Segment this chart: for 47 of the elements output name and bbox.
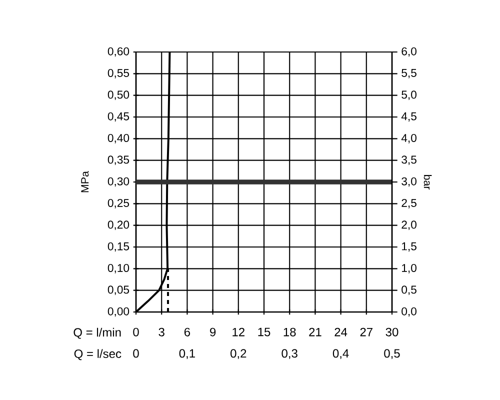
- y-tick-label: 0,40: [108, 134, 130, 144]
- y-tick-label: 0,15: [108, 242, 130, 252]
- y2-tick-label: 5,0: [402, 90, 416, 100]
- y-tick-label: 0,50: [108, 90, 130, 100]
- y2-tick-label: 2,0: [402, 220, 416, 230]
- y-tick-label: 0,55: [108, 68, 130, 78]
- x-tick-label: 12: [232, 328, 244, 336]
- x-tick-label: 15: [258, 328, 270, 336]
- y2-tick-label: 3,5: [402, 156, 416, 166]
- y2-tick-label: 2,5: [402, 198, 416, 208]
- y2-tick-label: 4,5: [401, 112, 416, 122]
- y-tick-label: 0,30: [108, 177, 130, 187]
- y-tick-label: 0,00: [108, 307, 130, 317]
- y2-tick-label: 3,0: [402, 177, 416, 187]
- x2-axis-title: Q = l/sec: [74, 349, 122, 360]
- x-tick-label: 30: [386, 328, 398, 336]
- x2-tick-label: 0,3: [282, 349, 298, 360]
- x2-tick-label: 0,2: [230, 349, 246, 360]
- y2-tick-label: 0,0: [402, 307, 416, 317]
- y-tick-label: 0,35: [108, 156, 130, 166]
- x2-tick-label: 0,1: [179, 349, 195, 360]
- y2-axis-title: bar: [424, 174, 432, 190]
- x-tick-label: 3: [158, 328, 164, 336]
- y2-tick-label: 1,0: [402, 264, 416, 274]
- y2-tick-label: 5,5: [402, 69, 416, 78]
- y-tick-label: 0,05: [108, 286, 130, 296]
- x-tick-label: 27: [360, 328, 372, 336]
- x-tick-label: 24: [334, 328, 348, 336]
- x-tick-label: 21: [309, 328, 322, 336]
- y-tick-label: 0,45: [108, 112, 130, 122]
- x2-tick-label: 0: [133, 349, 139, 358]
- x-tick-label: 0: [133, 328, 139, 336]
- x2-tick-label: 0,4: [332, 349, 349, 360]
- x2-tick-label: 0,5: [384, 349, 400, 360]
- y2-tick-label: 0,5: [402, 286, 416, 296]
- y-axis-title: MPa: [81, 171, 89, 192]
- y2-tick-label: 6,0: [402, 47, 416, 57]
- y-tick-label: 0,10: [108, 264, 130, 274]
- x-tick-label: 6: [184, 328, 190, 336]
- y2-tick-label: 4,0: [401, 134, 416, 144]
- x-axis-title: Q = l/min: [74, 328, 121, 339]
- y-tick-label: 0,60: [108, 47, 130, 57]
- x-tick-label: 18: [284, 328, 296, 336]
- y-tick-label: 0,20: [108, 220, 130, 230]
- y-tick-label: 0,25: [108, 198, 130, 208]
- y2-tick-label: 1,5: [402, 242, 416, 252]
- x-tick-label: 9: [210, 328, 216, 336]
